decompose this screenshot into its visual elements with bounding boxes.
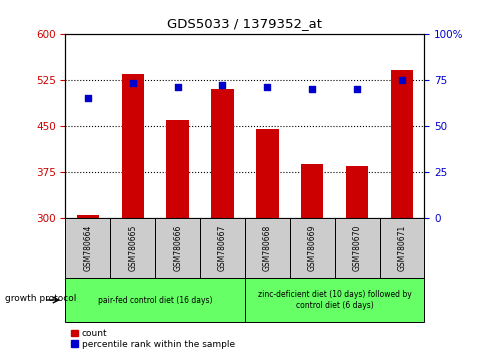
Bar — [65, 278, 244, 322]
Bar — [110, 218, 155, 278]
Text: GSM780666: GSM780666 — [173, 224, 182, 271]
Text: growth protocol: growth protocol — [5, 294, 76, 303]
Point — [84, 95, 91, 101]
Bar — [166, 120, 188, 218]
Bar — [244, 218, 289, 278]
Point — [129, 80, 136, 86]
Bar — [211, 89, 233, 218]
Point — [218, 82, 226, 88]
Bar — [390, 70, 412, 218]
Bar — [301, 164, 323, 218]
Bar — [244, 278, 424, 322]
Bar — [334, 218, 378, 278]
Bar — [378, 218, 424, 278]
Text: zinc-deficient diet (10 days) followed by
control diet (6 days): zinc-deficient diet (10 days) followed b… — [257, 290, 411, 310]
Point — [263, 84, 271, 90]
Bar — [200, 218, 244, 278]
Point — [397, 77, 405, 82]
Bar — [65, 218, 110, 278]
Text: GSM780665: GSM780665 — [128, 224, 137, 271]
Bar — [289, 218, 334, 278]
Text: GSM780667: GSM780667 — [217, 224, 227, 271]
Bar — [345, 166, 367, 218]
Text: pair-fed control diet (16 days): pair-fed control diet (16 days) — [98, 296, 212, 304]
Legend: count, percentile rank within the sample: count, percentile rank within the sample — [70, 328, 235, 349]
Text: GSM780664: GSM780664 — [83, 224, 92, 271]
Bar — [76, 215, 99, 218]
Point — [352, 86, 360, 92]
Bar — [155, 218, 200, 278]
Text: GSM780668: GSM780668 — [262, 225, 272, 271]
Bar — [256, 129, 278, 218]
Bar — [121, 74, 144, 218]
Point — [173, 84, 181, 90]
Text: GSM780671: GSM780671 — [396, 225, 406, 271]
Text: GSM780669: GSM780669 — [307, 224, 316, 271]
Text: GSM780670: GSM780670 — [352, 224, 361, 271]
Title: GDS5033 / 1379352_at: GDS5033 / 1379352_at — [167, 17, 322, 30]
Point — [308, 86, 316, 92]
